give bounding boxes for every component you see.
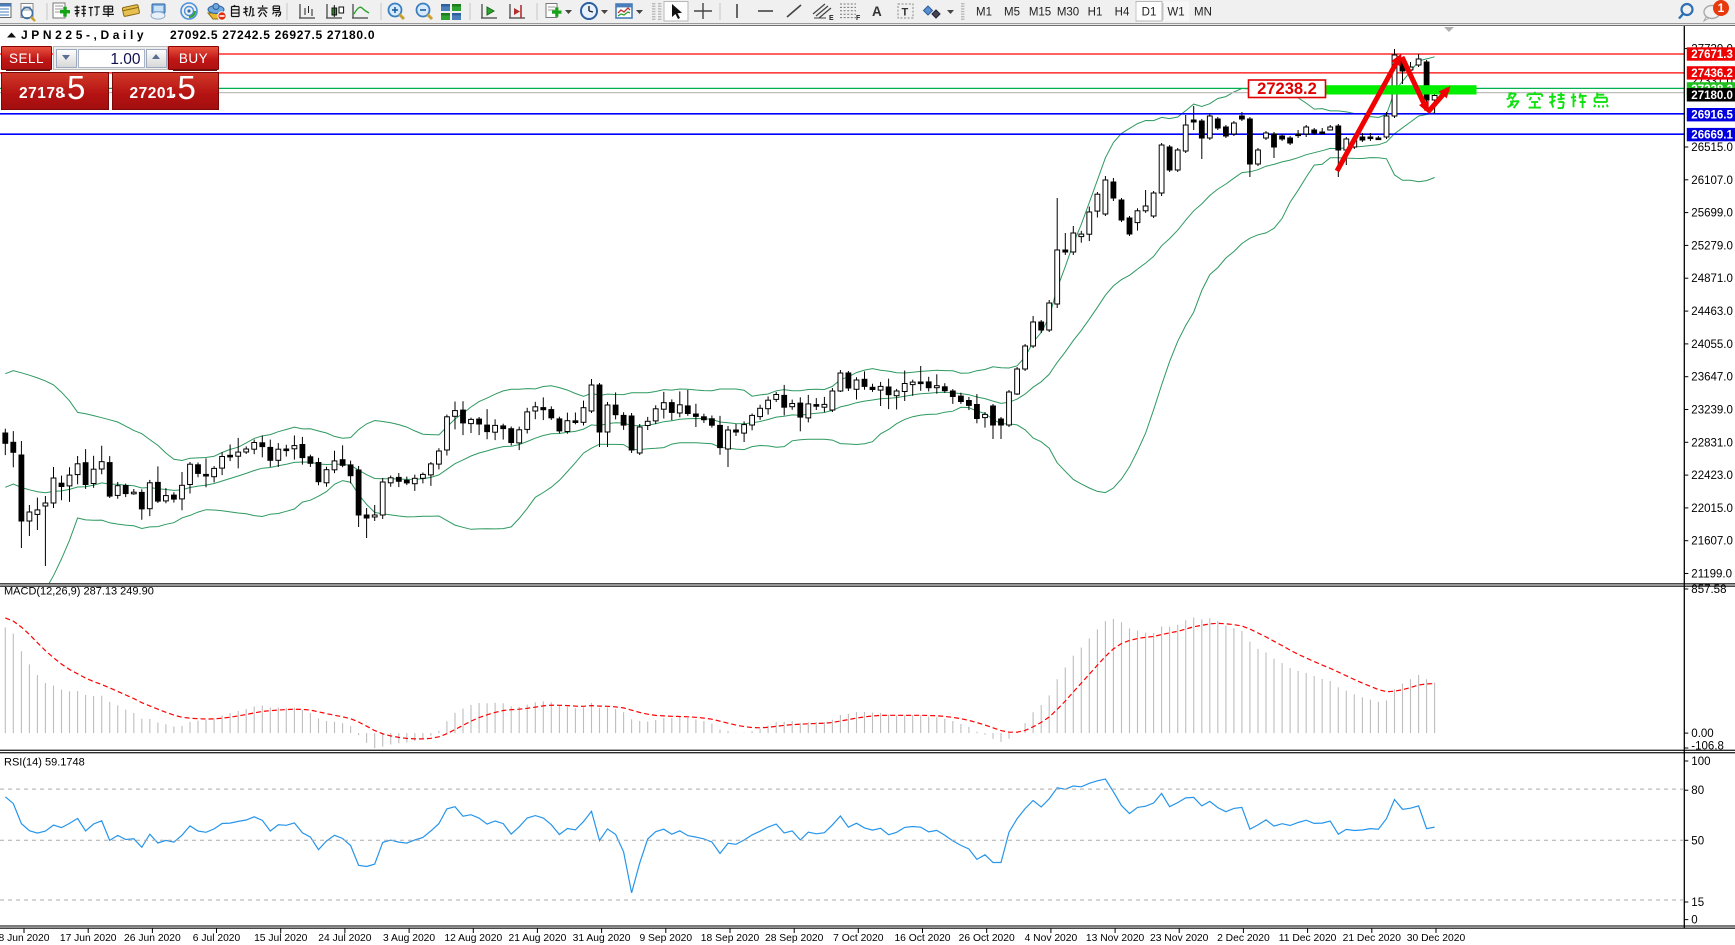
svg-text:26669.1: 26669.1 xyxy=(1691,130,1733,142)
svg-text:24871.0: 24871.0 xyxy=(1691,273,1733,285)
svg-text:1: 1 xyxy=(1718,1,1725,15)
svg-text:25279.0: 25279.0 xyxy=(1691,240,1733,252)
svg-text:M15: M15 xyxy=(1029,7,1051,19)
svg-text:-106.8: -106.8 xyxy=(1691,741,1724,753)
svg-text:17 Jun 2020: 17 Jun 2020 xyxy=(60,933,117,944)
svg-text:T: T xyxy=(902,7,909,19)
svg-text:22015.0: 22015.0 xyxy=(1691,503,1733,515)
svg-text:H4: H4 xyxy=(1115,7,1130,19)
svg-text:9 Sep 2020: 9 Sep 2020 xyxy=(639,933,692,944)
svg-text:28 Sep 2020: 28 Sep 2020 xyxy=(765,933,824,944)
svg-text:8 Jun 2020: 8 Jun 2020 xyxy=(0,933,50,944)
svg-text:857.58: 857.58 xyxy=(1691,584,1726,596)
svg-text:D1: D1 xyxy=(1142,7,1157,19)
svg-text:21 Dec 2020: 21 Dec 2020 xyxy=(1343,933,1402,944)
svg-text:24 Jul 2020: 24 Jul 2020 xyxy=(318,933,372,944)
svg-text:15: 15 xyxy=(1691,897,1704,909)
svg-text:26515.0: 26515.0 xyxy=(1691,142,1733,154)
svg-text:30 Dec 2020: 30 Dec 2020 xyxy=(1407,933,1466,944)
svg-text:13 Nov 2020: 13 Nov 2020 xyxy=(1086,933,1145,944)
svg-text:23647.0: 23647.0 xyxy=(1691,372,1733,384)
svg-text:JPN225-,Daily: JPN225-,Daily xyxy=(21,28,147,42)
svg-text:50: 50 xyxy=(1691,835,1704,847)
svg-text:12 Aug 2020: 12 Aug 2020 xyxy=(444,933,502,944)
svg-text:22423.0: 22423.0 xyxy=(1691,470,1733,482)
svg-text:0: 0 xyxy=(1691,915,1697,927)
svg-text:W1: W1 xyxy=(1167,7,1184,19)
svg-text:26 Jun 2020: 26 Jun 2020 xyxy=(124,933,181,944)
svg-text:27092.5 27242.5 26927.5 27180.: 27092.5 27242.5 26927.5 27180.0 xyxy=(170,28,375,42)
svg-text:A: A xyxy=(872,4,882,19)
svg-text:15 Jul 2020: 15 Jul 2020 xyxy=(254,933,308,944)
svg-text:4 Nov 2020: 4 Nov 2020 xyxy=(1025,933,1078,944)
svg-text:26107.0: 26107.0 xyxy=(1691,175,1733,187)
svg-text:0.00: 0.00 xyxy=(1691,728,1713,740)
svg-text:24055.0: 24055.0 xyxy=(1691,339,1733,351)
svg-text:2 Dec 2020: 2 Dec 2020 xyxy=(1217,933,1270,944)
svg-text:16 Oct 2020: 16 Oct 2020 xyxy=(894,933,950,944)
svg-text:7 Oct 2020: 7 Oct 2020 xyxy=(833,933,884,944)
svg-text:M1: M1 xyxy=(976,7,992,19)
svg-text:100: 100 xyxy=(1691,756,1710,768)
svg-text:26916.5: 26916.5 xyxy=(1691,110,1733,122)
svg-text:23239.0: 23239.0 xyxy=(1691,405,1733,417)
svg-text:27180.0: 27180.0 xyxy=(1691,90,1733,102)
svg-text:31 Aug 2020: 31 Aug 2020 xyxy=(573,933,631,944)
svg-text:18 Sep 2020: 18 Sep 2020 xyxy=(701,933,760,944)
svg-text:11 Dec 2020: 11 Dec 2020 xyxy=(1279,933,1337,944)
svg-text:21 Aug 2020: 21 Aug 2020 xyxy=(508,933,566,944)
svg-text:RSI(14) 59.1748: RSI(14) 59.1748 xyxy=(4,757,85,769)
svg-text:M30: M30 xyxy=(1057,7,1079,19)
svg-text:21607.0: 21607.0 xyxy=(1691,536,1733,548)
svg-text:3 Aug 2020: 3 Aug 2020 xyxy=(383,933,435,944)
svg-text:M5: M5 xyxy=(1004,7,1020,19)
svg-text:25699.0: 25699.0 xyxy=(1691,208,1733,220)
svg-text:H1: H1 xyxy=(1088,7,1103,19)
svg-text:22831.0: 22831.0 xyxy=(1691,437,1733,449)
svg-text:MACD(12,26,9) 287.13 249.90: MACD(12,26,9) 287.13 249.90 xyxy=(4,586,154,598)
svg-text:80: 80 xyxy=(1691,785,1704,797)
svg-text:E: E xyxy=(829,15,834,22)
svg-text:F: F xyxy=(856,15,861,22)
svg-text:27671.3: 27671.3 xyxy=(1691,49,1733,61)
svg-text:23 Nov 2020: 23 Nov 2020 xyxy=(1150,933,1209,944)
svg-text:27238.2: 27238.2 xyxy=(1257,80,1317,98)
svg-text:21199.0: 21199.0 xyxy=(1691,569,1732,581)
svg-text:24463.0: 24463.0 xyxy=(1691,306,1733,318)
svg-text:MN: MN xyxy=(1194,7,1212,19)
svg-text:27436.2: 27436.2 xyxy=(1691,68,1733,80)
svg-text:26 Oct 2020: 26 Oct 2020 xyxy=(959,933,1015,944)
svg-text:6 Jul 2020: 6 Jul 2020 xyxy=(193,933,241,944)
